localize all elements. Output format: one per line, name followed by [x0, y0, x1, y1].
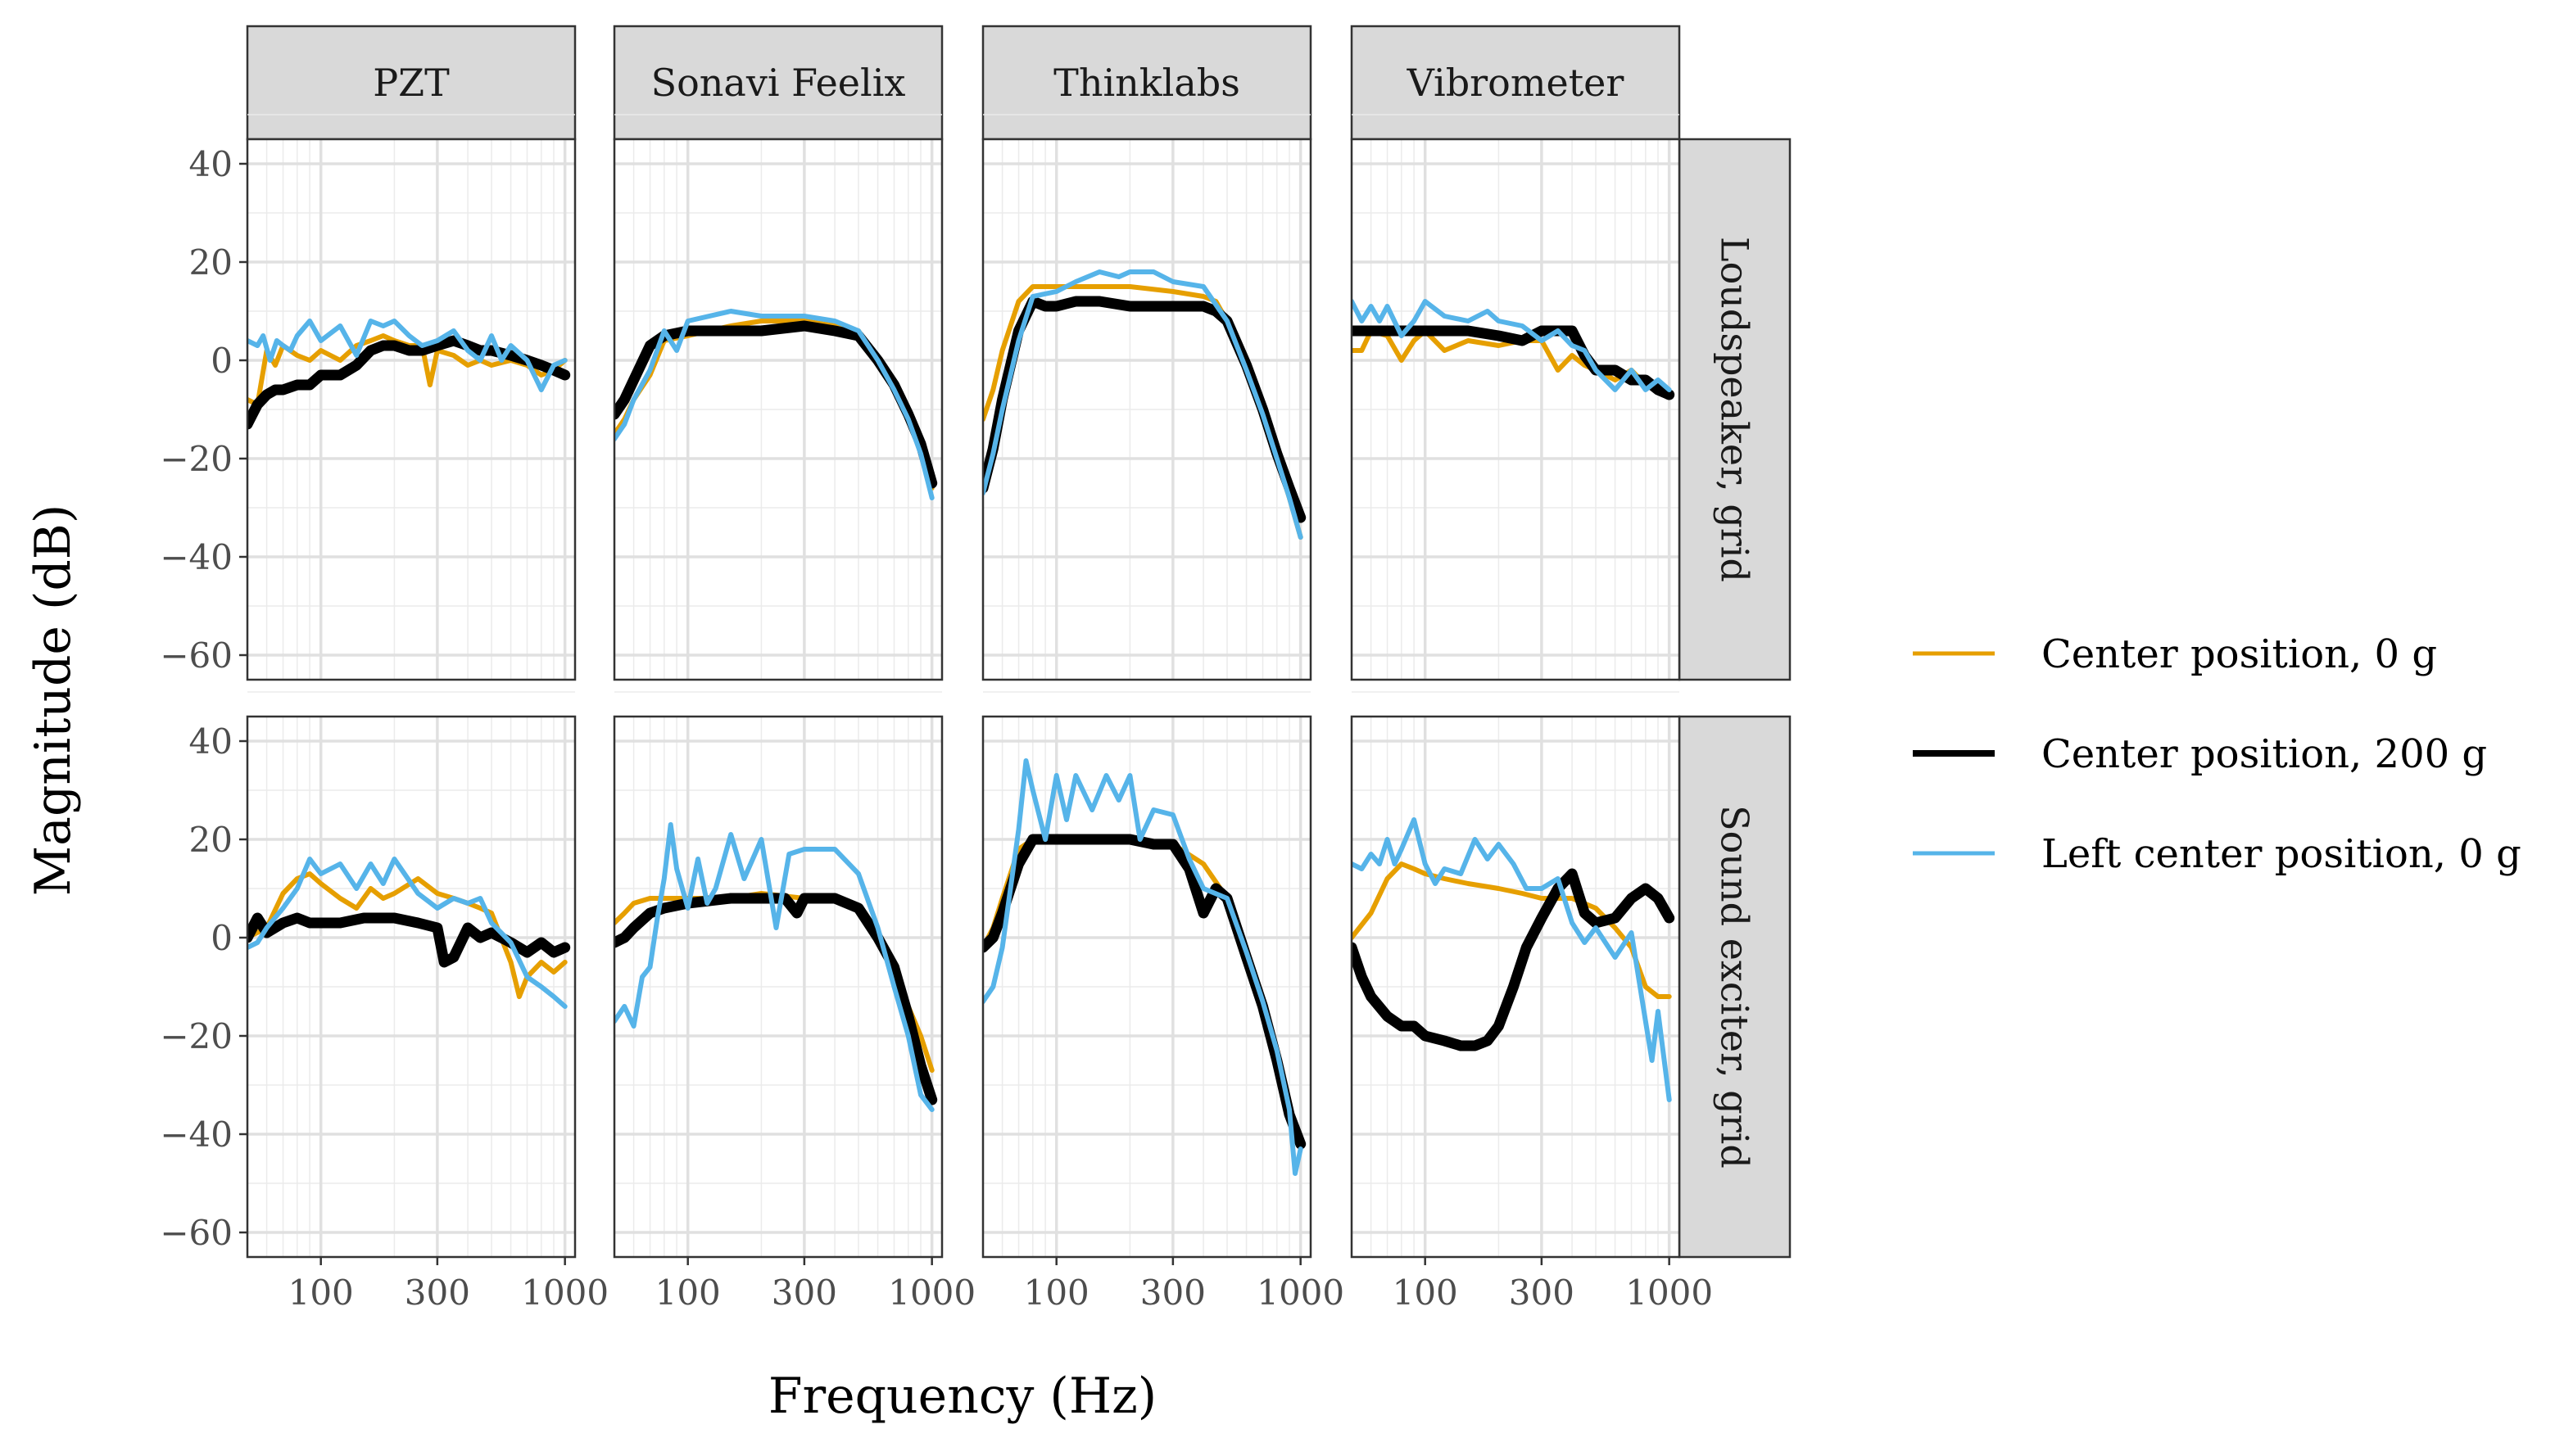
x-tick-label: 1000: [1257, 1273, 1344, 1313]
x-tick-label: 100: [1393, 1273, 1458, 1313]
series-line-left-center-position-0-g: [1352, 299, 1672, 392]
panel-sound-exciter-grid-vibrometer: [1350, 691, 1681, 1259]
series-line-left-center-position-0-g: [247, 319, 568, 392]
y-tick-label: −60: [160, 1213, 233, 1253]
panel-sound-exciter-grid-thinklabs: [981, 691, 1312, 1259]
panel-border: [613, 138, 944, 681]
x-tick-label: 100: [655, 1273, 721, 1313]
y-tick-label: 0: [211, 341, 233, 381]
row-strip-sound-exciter-grid: [1678, 715, 1792, 1259]
legend-item-center-position-200-g: Center position, 200 g: [1913, 731, 2487, 777]
x-tick-label: 1000: [521, 1273, 609, 1313]
x-tick-label: 1000: [1625, 1273, 1713, 1313]
panel-border: [246, 715, 577, 1259]
y-tick-label: −20: [160, 1016, 233, 1056]
y-tick-label: 40: [189, 721, 233, 762]
panel-sound-exciter-grid-pzt: [246, 691, 577, 1259]
legend-label-left-center-position-0-g: Left center position, 0 g: [2041, 831, 2521, 877]
series-line-center-position-200-g: [247, 912, 571, 968]
panel-sound-exciter-grid-sonavi-feelix: [613, 691, 944, 1259]
panel-border: [1350, 138, 1681, 681]
x-tick-label: 100: [1024, 1273, 1089, 1313]
strip-pzt: [246, 25, 577, 141]
y-tick-label: −60: [160, 635, 233, 676]
x-tick-label: 300: [1140, 1273, 1206, 1313]
legend-item-center-position-0-g: Center position, 0 g: [1913, 631, 2437, 677]
y-tick-label: 0: [211, 918, 233, 958]
series-line-left-center-position-0-g: [1352, 817, 1672, 1102]
strip-label-thinklabs: Thinklabs: [1053, 61, 1240, 105]
x-tick-label: 1000: [888, 1273, 976, 1313]
panel-border: [1350, 715, 1681, 1259]
strip-label-sonavi-feelix: Sonavi Feelix: [651, 61, 906, 105]
strip-label-pzt: PZT: [373, 61, 450, 105]
panel-loudspeaker-grid-vibrometer: [1350, 114, 1681, 681]
y-tick-label: −40: [160, 1115, 233, 1155]
y-tick-label: −20: [160, 439, 233, 479]
panel-border: [981, 715, 1312, 1259]
legend: Center position, 0 g Center position, 200…: [1913, 631, 2521, 877]
x-tick-label: 300: [405, 1273, 470, 1313]
panel-loudspeaker-grid-sonavi-feelix: [613, 114, 944, 681]
x-axis-title: Frequency (Hz): [768, 1368, 1157, 1425]
panel-border: [613, 715, 944, 1259]
y-axis-title: Magnitude (dB): [25, 504, 82, 897]
legend-item-left-center-position-0-g: Left center position, 0 g: [1913, 831, 2521, 877]
x-tick-label: 300: [1509, 1273, 1574, 1313]
x-tick-label: 300: [772, 1273, 837, 1313]
strip-sonavi-feelix: [613, 25, 944, 141]
series-line-left-center-position-0-g: [614, 822, 935, 1112]
panel-border: [981, 138, 1312, 681]
panel-loudspeaker-grid-pzt: [246, 114, 577, 681]
series-line-left-center-position-0-g: [614, 309, 935, 500]
x-tick-label: 100: [288, 1273, 354, 1313]
panel-loudspeaker-grid-thinklabs: [981, 114, 1312, 681]
series-line-center-position-200-g: [1352, 868, 1675, 1051]
series-line-center-position-0-g: [247, 871, 568, 999]
panel-border: [246, 138, 577, 681]
y-tick-label: 20: [189, 242, 233, 283]
series-line-center-position-200-g: [614, 893, 938, 1106]
series-line-center-position-200-g: [247, 335, 571, 430]
row-strip-label-sound-exciter-grid: Sound exciter, grid: [1713, 805, 1757, 1169]
series-line-left-center-position-0-g: [983, 758, 1303, 1176]
strip-thinklabs: [981, 25, 1312, 141]
row-strip-label-loudspeaker-grid: Loudspeaker, grid: [1713, 237, 1757, 582]
strip-label-vibrometer: Vibrometer: [1407, 61, 1624, 105]
y-tick-label: −40: [160, 537, 233, 577]
legend-label-center-position-0-g: Center position, 0 g: [2041, 631, 2437, 677]
y-tick-label: 20: [189, 820, 233, 860]
y-tick-label: 40: [189, 144, 233, 184]
strip-vibrometer: [1350, 25, 1681, 141]
series-line-left-center-position-0-g: [247, 857, 568, 1009]
row-strip-loudspeaker-grid: [1678, 138, 1792, 681]
legend-label-center-position-200-g: Center position, 200 g: [2041, 731, 2487, 777]
series-line-left-center-position-0-g: [983, 269, 1303, 540]
